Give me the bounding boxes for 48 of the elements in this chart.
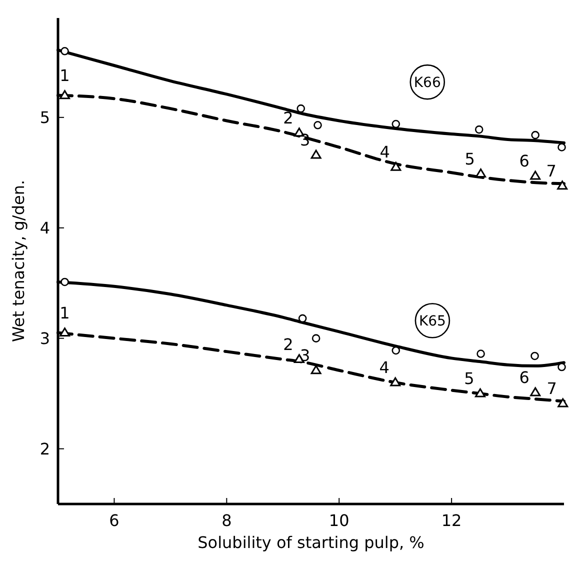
point: [390, 162, 402, 171]
annotation: 2: [283, 108, 294, 128]
annotation: 7: [546, 379, 557, 398]
y-tick-label: 3: [40, 328, 50, 348]
annotation: K65: [418, 314, 446, 330]
x-axis-title: Solubility of starting pulp, %: [198, 533, 424, 552]
x-tick-label: 8: [222, 511, 232, 530]
y-tick-label: 5: [40, 108, 50, 128]
point: [296, 104, 306, 113]
point: [558, 143, 566, 152]
point: [59, 90, 70, 100]
y-axis-title: Wet tenacity, g/den.: [9, 180, 28, 342]
x-tick-label: 6: [109, 511, 120, 530]
y-tick-label: 4: [40, 218, 50, 238]
annotation: 2: [283, 334, 294, 354]
annotation: 1: [60, 303, 70, 322]
point: [557, 180, 568, 190]
point: [59, 328, 70, 337]
point: [531, 130, 540, 140]
point: [310, 150, 322, 159]
point: [476, 350, 485, 358]
annotation: 5: [464, 149, 475, 168]
annotation: K66: [414, 74, 441, 91]
y-tick-label: 2: [40, 439, 50, 458]
point: [474, 388, 486, 398]
point: [312, 334, 320, 342]
annotation: 4: [380, 142, 390, 162]
point: [558, 398, 568, 408]
annotation: 1: [60, 66, 70, 85]
point: [530, 387, 541, 396]
point: [314, 120, 322, 130]
point: [60, 278, 69, 286]
point: [474, 125, 484, 134]
point: [476, 168, 486, 178]
point: [392, 120, 400, 128]
annotation: 6: [519, 152, 530, 171]
annotation: 6: [519, 368, 530, 388]
annotation: 7: [546, 161, 556, 180]
point: [310, 365, 322, 374]
annotation: 4: [379, 358, 390, 378]
x-tick-label: 12: [441, 511, 462, 530]
annotation: 5: [464, 369, 474, 388]
point: [390, 377, 401, 386]
x-tick-label: 10: [328, 511, 350, 530]
point: [392, 346, 400, 355]
point: [530, 170, 541, 180]
point: [530, 352, 539, 360]
point: [60, 46, 69, 56]
